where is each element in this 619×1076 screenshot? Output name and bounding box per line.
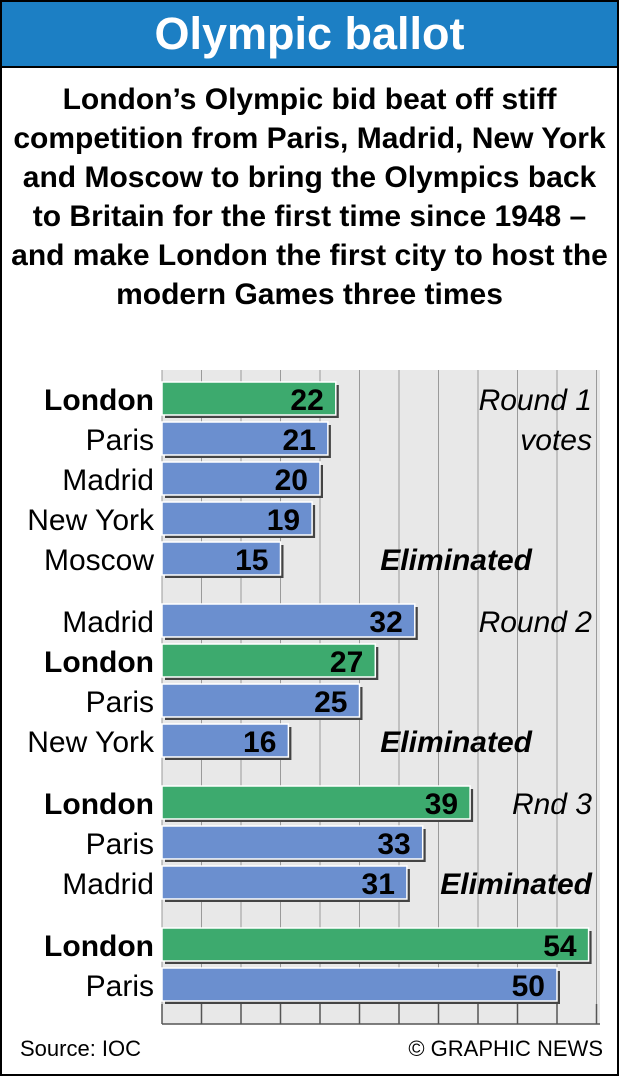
bar-value-label: 15 xyxy=(235,544,268,577)
city-label: Madrid xyxy=(62,606,154,639)
city-label: Madrid xyxy=(62,868,154,901)
source-note: Source: IOC xyxy=(20,1036,142,1061)
bar-value-label: 21 xyxy=(283,424,316,457)
eliminated-label: Eliminated xyxy=(380,726,532,759)
bar-value-label: 54 xyxy=(543,930,577,963)
city-label: New York xyxy=(27,504,155,537)
eliminated-label: Eliminated xyxy=(440,868,592,901)
bar-madrid xyxy=(161,865,408,900)
round-label: Rnd 3 xyxy=(512,788,592,821)
bar-value-label: 19 xyxy=(267,504,300,537)
credit-note: © GRAPHIC NEWS xyxy=(408,1036,603,1061)
bar-london xyxy=(161,927,590,962)
eliminated-label: Eliminated xyxy=(380,544,532,577)
city-label: New York xyxy=(27,726,155,759)
city-label: Paris xyxy=(86,424,154,457)
bar-value-label: 39 xyxy=(425,788,458,821)
title-bar: Olympic ballot xyxy=(2,2,617,68)
city-label: Moscow xyxy=(44,544,154,577)
bar-value-label: 27 xyxy=(330,646,363,679)
round-label: Round 1 xyxy=(479,384,592,417)
city-label: London xyxy=(44,930,154,963)
bar-value-label: 32 xyxy=(369,606,402,639)
bar-paris xyxy=(161,967,558,1002)
bar-london xyxy=(161,643,377,678)
bar-value-label: 33 xyxy=(377,828,410,861)
bar-value-label: 16 xyxy=(243,726,276,759)
bar-new-york xyxy=(161,723,290,758)
bar-london xyxy=(161,785,471,820)
chart-subtitle: London’s Olympic bid beat off stiff comp… xyxy=(11,83,608,311)
city-label: Paris xyxy=(86,970,154,1003)
bar-value-label: 31 xyxy=(362,868,395,901)
round-label: Round 2 xyxy=(479,606,593,639)
bar-london xyxy=(161,381,337,416)
bar-new-york xyxy=(161,501,313,536)
chart-title: Olympic ballot xyxy=(154,8,465,59)
city-label: Paris xyxy=(86,686,154,719)
bar-value-label: 25 xyxy=(314,686,347,719)
bar-madrid xyxy=(161,603,416,638)
bar-value-label: 22 xyxy=(290,384,323,417)
bar-moscow xyxy=(161,541,282,576)
bar-paris xyxy=(161,683,361,718)
bar-madrid xyxy=(161,461,321,496)
city-label: London xyxy=(44,646,154,679)
city-label: Paris xyxy=(86,828,154,861)
round-label: votes xyxy=(520,424,592,457)
city-label: Madrid xyxy=(62,464,154,497)
bar-paris xyxy=(161,825,424,860)
city-label: London xyxy=(44,384,154,417)
city-label: London xyxy=(44,788,154,821)
bar-paris xyxy=(161,421,329,456)
bar-value-label: 20 xyxy=(275,464,308,497)
bar-value-label: 50 xyxy=(512,970,545,1003)
